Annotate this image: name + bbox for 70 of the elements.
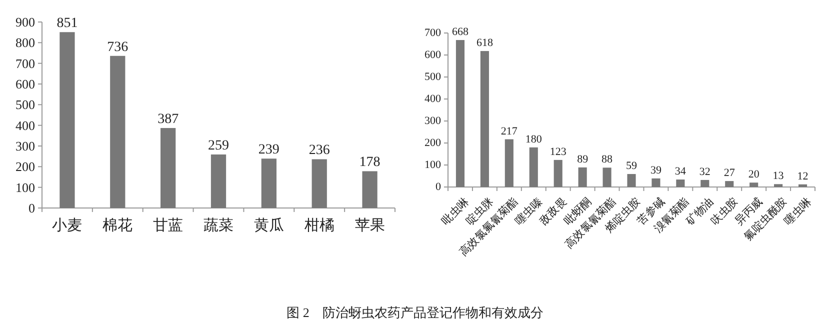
- data-label: 89: [577, 153, 589, 166]
- bar: [750, 182, 758, 187]
- data-label: 618: [476, 37, 494, 50]
- y-tick-label: 400: [424, 93, 442, 105]
- y-tick-label: 200: [424, 137, 442, 149]
- x-tick-label: 棉花: [102, 217, 133, 234]
- x-tick-label: 蔬菜: [204, 217, 234, 234]
- x-tick-label: 甘蓝: [153, 217, 184, 234]
- y-tick-label: 100: [16, 180, 35, 195]
- bar: [160, 128, 176, 208]
- y-tick-label: 100: [424, 159, 442, 171]
- data-label: 239: [258, 142, 280, 158]
- bar: [554, 160, 562, 187]
- data-label: 27: [724, 167, 736, 180]
- y-tick-label: 200: [16, 159, 35, 174]
- data-label: 387: [158, 112, 179, 128]
- y-tick-label: 900: [16, 14, 35, 30]
- bar: [480, 51, 489, 187]
- data-label: 178: [359, 155, 380, 170]
- y-tick-label: 700: [16, 56, 35, 71]
- bar: [602, 168, 612, 187]
- bar: [578, 167, 587, 187]
- data-label: 236: [308, 143, 330, 158]
- y-tick-label: 600: [424, 49, 442, 61]
- bar: [210, 154, 226, 208]
- x-tick-label: 小麦: [52, 217, 82, 234]
- data-label: 736: [107, 40, 128, 55]
- bar: [312, 159, 327, 208]
- y-tick-label: 800: [16, 35, 35, 50]
- data-label: 180: [525, 133, 542, 146]
- data-label: 59: [626, 160, 638, 172]
- x-tick-label: 柑橘: [303, 217, 334, 234]
- bar: [110, 56, 126, 208]
- data-label: 34: [674, 166, 686, 178]
- data-label: 12: [797, 170, 808, 182]
- bar: [627, 174, 636, 187]
- bar: [774, 184, 783, 187]
- bar: [504, 139, 514, 187]
- x-tick-label: 苹果: [354, 217, 385, 234]
- data-label: 259: [208, 138, 229, 154]
- data-label: 217: [500, 125, 518, 138]
- bar: [652, 178, 660, 187]
- y-tick-label: 500: [16, 97, 35, 112]
- y-tick-label: 700: [424, 27, 442, 39]
- y-tick-label: 0: [436, 181, 442, 193]
- y-tick-label: 0: [28, 200, 35, 216]
- bar: [456, 40, 465, 187]
- bar: [798, 184, 808, 187]
- y-tick-label: 300: [424, 115, 442, 127]
- data-label: 39: [650, 164, 662, 176]
- bar: [700, 180, 710, 187]
- data-label: 13: [772, 170, 784, 182]
- data-label: 851: [56, 16, 78, 32]
- data-label: 668: [452, 26, 469, 38]
- bar: [362, 171, 378, 208]
- caption: 图 2 防治蚜虫农药产品登记作物和有效成分: [286, 305, 544, 320]
- y-tick-label: 600: [16, 76, 35, 92]
- bar: [261, 158, 276, 208]
- bar: [529, 147, 538, 187]
- x-tick-label: 黄瓜: [254, 217, 284, 234]
- data-label: 123: [550, 146, 567, 158]
- data-label: 32: [699, 166, 710, 178]
- bar: [60, 32, 75, 208]
- bar: [676, 180, 685, 187]
- y-tick-label: 300: [16, 138, 35, 154]
- y-tick-label: 500: [424, 71, 442, 83]
- data-label: 20: [748, 168, 760, 181]
- bar: [725, 181, 734, 187]
- y-tick-label: 400: [16, 118, 35, 133]
- data-label: 88: [602, 154, 614, 166]
